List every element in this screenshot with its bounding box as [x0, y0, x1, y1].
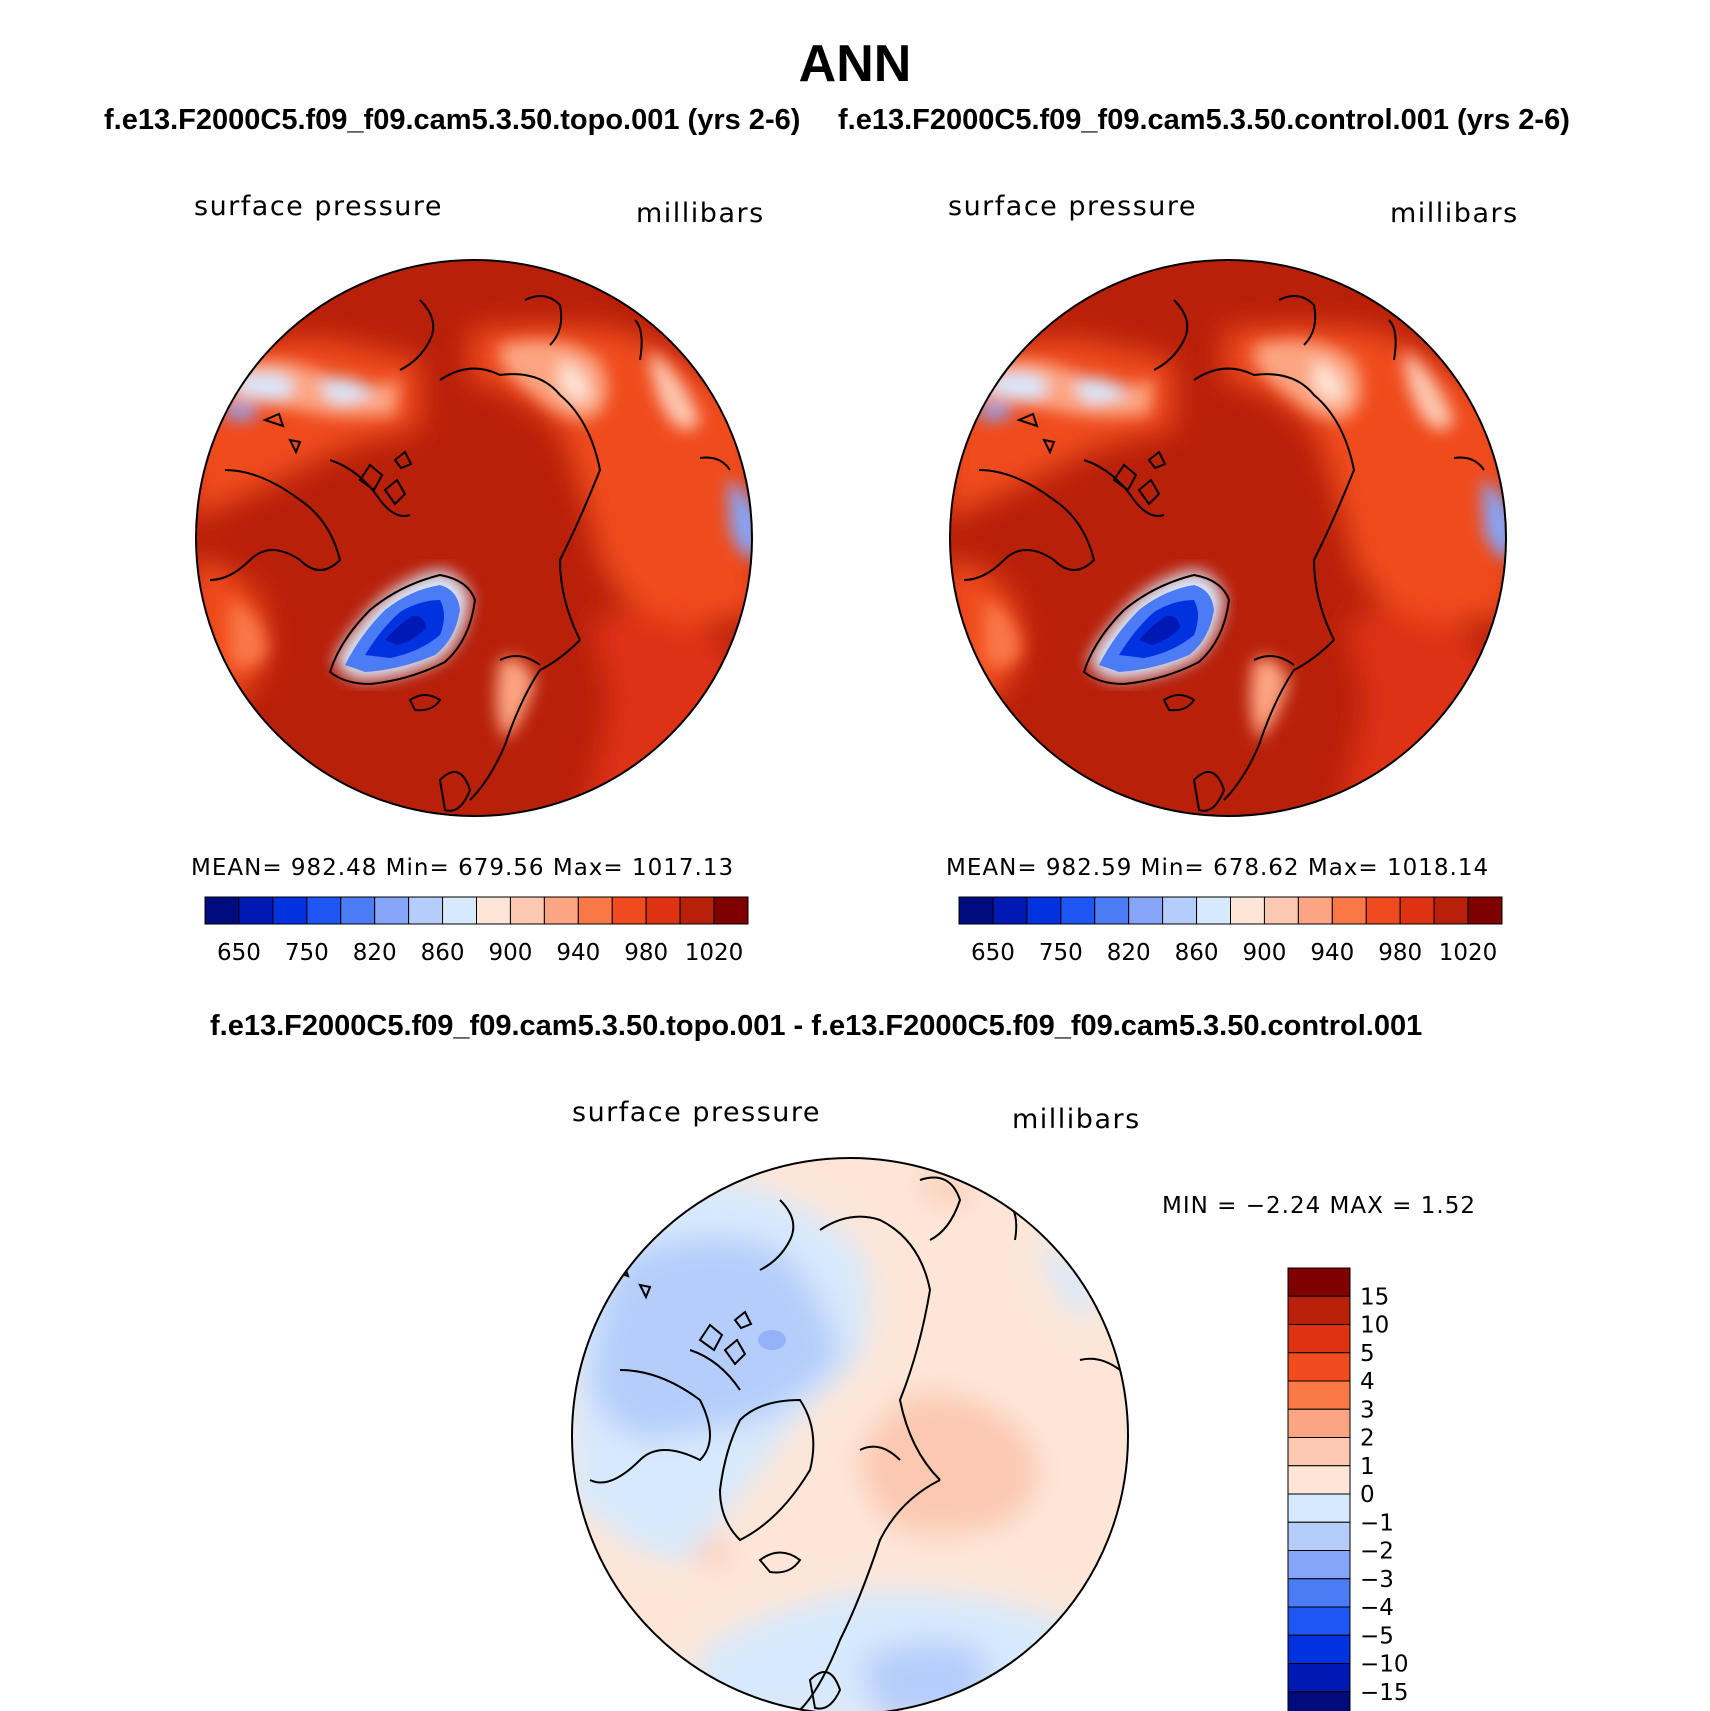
- colorbar-diff-tick-label: −10: [1360, 1652, 1409, 1678]
- colorbar-control-swatch: [1128, 896, 1164, 925]
- colorbar-diff-swatch: [1287, 1606, 1351, 1636]
- colorbar-topo-swatch: [543, 896, 579, 925]
- colorbar-diff-tick-label: 15: [1360, 1284, 1389, 1310]
- colorbar-diff-swatch: [1287, 1521, 1351, 1551]
- colorbar-topo-swatch: [306, 896, 342, 925]
- colorbar-control-swatch: [958, 896, 994, 925]
- stats-diff: MIN = −2.24 MAX = 1.52: [1162, 1193, 1476, 1219]
- colorbar-control-swatch: [1433, 896, 1469, 925]
- colorbar-diff-swatch: [1287, 1465, 1351, 1495]
- colorbar-topo-swatch: [577, 896, 613, 925]
- colorbar-control-tick-label: 900: [1242, 940, 1286, 966]
- colorbar-topo-tick-label: 820: [353, 940, 397, 966]
- colorbar-topo-tick-label: 1020: [685, 940, 744, 966]
- colorbar-topo-swatch: [408, 896, 444, 925]
- case-title-topo: f.e13.F2000C5.f09_f09.cam5.3.50.topo.001…: [104, 104, 801, 136]
- page-title: ANN: [798, 35, 912, 93]
- variable-label-diff: surface pressure: [572, 1097, 821, 1128]
- diff-title: f.e13.F2000C5.f09_f09.cam5.3.50.topo.001…: [210, 1010, 1423, 1042]
- colorbar-topo: 650 750 820 860 900 940 980 1020: [204, 896, 749, 966]
- colorbar-control-swatch: [992, 896, 1028, 925]
- colorbar-diff-tick-label: 0: [1360, 1482, 1375, 1508]
- units-label-topo: millibars: [636, 198, 765, 229]
- colorbar-topo-swatch: [476, 896, 511, 925]
- colorbar-diff-tick-label: −5: [1360, 1623, 1394, 1649]
- colorbar-topo-swatch: [679, 896, 715, 925]
- stats-control: MEAN= 982.59 Min= 678.62 Max= 1018.14: [946, 855, 1490, 881]
- colorbar-diff-swatch: [1287, 1295, 1351, 1325]
- stats-topo: MEAN= 982.48 Min= 679.56 Max= 1017.13: [191, 855, 735, 881]
- colorbar-diff-swatch: [1287, 1663, 1351, 1693]
- colorbar-topo-swatch: [204, 896, 240, 925]
- variable-label-topo: surface pressure: [194, 191, 443, 222]
- colorbar-diff-swatch: [1287, 1408, 1351, 1438]
- colorbar-topo-swatch: [340, 896, 376, 925]
- units-label-diff: millibars: [1012, 1104, 1141, 1135]
- colorbar-control-tick-label: 650: [971, 940, 1015, 966]
- colorbar-topo-tick-label: 940: [556, 940, 600, 966]
- colorbar-diff-tick-label: 4: [1360, 1369, 1375, 1395]
- colorbar-control-swatch: [1297, 896, 1333, 925]
- colorbar-topo-tick-label: 860: [421, 940, 465, 966]
- colorbar-control-tick-label: 750: [1039, 940, 1083, 966]
- colorbar-diff-swatch: [1287, 1634, 1351, 1664]
- colorbar-control-swatch: [1263, 896, 1299, 925]
- colorbar-diff-tick-label: −15: [1360, 1680, 1409, 1706]
- case-title-control: f.e13.F2000C5.f09_f09.cam5.3.50.control.…: [838, 104, 1570, 136]
- colorbar-diff-swatch: [1287, 1380, 1351, 1410]
- colorbar-topo-swatch: [611, 896, 647, 925]
- colorbar-diff-tick-label: 2: [1360, 1426, 1375, 1452]
- colorbar-diff-tick-label: −2: [1360, 1539, 1394, 1565]
- colorbar-control-swatch: [1196, 896, 1231, 925]
- colorbar-topo-swatch: [238, 896, 274, 925]
- colorbar-control-swatch: [1162, 896, 1198, 925]
- colorbar-topo-swatch: [509, 896, 545, 925]
- colorbar-diff-tick-label: 3: [1360, 1397, 1375, 1423]
- colorbar-control-swatch: [1026, 896, 1062, 925]
- colorbar-topo-tick-label: 750: [285, 940, 329, 966]
- colorbar-topo-swatch: [374, 896, 410, 925]
- colorbar-diff-tick-label: −3: [1360, 1567, 1394, 1593]
- colorbar-diff-swatch: [1287, 1691, 1351, 1711]
- map-topo: [195, 259, 753, 817]
- colorbar-diff-swatch: [1287, 1437, 1351, 1467]
- colorbar-topo-swatch: [713, 896, 749, 925]
- colorbar-diff-swatch: [1287, 1550, 1351, 1580]
- colorbar-diff-swatch: [1287, 1267, 1351, 1297]
- colorbar-control-tick-label: 820: [1107, 940, 1151, 966]
- colorbar-diff-swatch: [1287, 1352, 1351, 1382]
- colorbar-control-tick-label: 1020: [1439, 940, 1498, 966]
- colorbar-topo-tick-label: 650: [217, 940, 261, 966]
- variable-label-control: surface pressure: [948, 191, 1197, 222]
- colorbar-control: 650 750 820 860 900 940 980 1020: [958, 896, 1503, 966]
- colorbar-control-tick-label: 860: [1175, 940, 1219, 966]
- colorbar-diff-swatch: [1287, 1324, 1351, 1354]
- colorbar-control-swatch: [1094, 896, 1130, 925]
- colorbar-diff-tick-label: −4: [1360, 1595, 1394, 1621]
- colorbar-diff-tick-label: 1: [1360, 1454, 1375, 1480]
- colorbar-control-swatch: [1467, 896, 1503, 925]
- colorbar-diff-swatch: [1287, 1493, 1351, 1523]
- colorbar-control-swatch: [1230, 896, 1265, 925]
- colorbar-topo-swatch: [272, 896, 308, 925]
- colorbar-diff-tick-label: −1: [1360, 1510, 1394, 1536]
- map-control: [949, 259, 1507, 817]
- colorbar-control-swatch: [1331, 896, 1367, 925]
- colorbar-diff-swatch: [1287, 1578, 1351, 1608]
- colorbar-diff-tick-label: 5: [1360, 1341, 1375, 1367]
- colorbar-control-swatch: [1365, 896, 1401, 925]
- colorbar-control-swatch: [1399, 896, 1435, 925]
- colorbar-control-tick-label: 980: [1378, 940, 1422, 966]
- colorbar-diff-tick-label: 10: [1360, 1313, 1389, 1339]
- colorbar-control-swatch: [1060, 896, 1096, 925]
- colorbar-topo-tick-label: 980: [624, 940, 668, 966]
- units-label-control: millibars: [1390, 198, 1519, 229]
- colorbar-topo-tick-label: 900: [488, 940, 532, 966]
- colorbar-topo-swatch: [645, 896, 681, 925]
- map-difference: [571, 1157, 1129, 1711]
- colorbar-topo-swatch: [442, 896, 477, 925]
- colorbar-control-tick-label: 940: [1310, 940, 1354, 966]
